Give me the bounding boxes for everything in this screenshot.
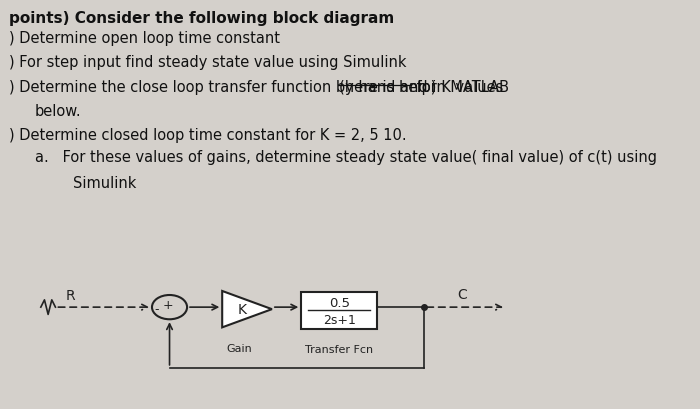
Text: ) For step input find steady state value using Simulink: ) For step input find steady state value… [8, 55, 406, 70]
Text: +: + [163, 299, 174, 311]
Text: Gain: Gain [227, 343, 253, 353]
Text: 0.5: 0.5 [329, 296, 350, 309]
Text: below.: below. [35, 103, 82, 119]
Text: for K values: for K values [412, 79, 504, 94]
Text: ) Determine closed loop time constant for K = 2, 5 10.: ) Determine closed loop time constant fo… [8, 128, 406, 143]
Text: -: - [155, 303, 159, 315]
Text: points) Consider the following block diagram: points) Consider the following block dia… [8, 11, 394, 26]
Text: Transfer Fcn: Transfer Fcn [305, 344, 373, 354]
Text: R: R [65, 289, 75, 303]
Text: ) Determine the close loop transfer function by hand and in MATLAB: ) Determine the close loop transfer func… [8, 79, 513, 94]
Text: C: C [457, 288, 467, 302]
Text: ) Determine open loop time constant: ) Determine open loop time constant [8, 31, 279, 46]
Text: a.   For these values of gains, determine steady state value( final value) of c(: a. For these values of gains, determine … [35, 150, 657, 165]
Text: Simulink: Simulink [73, 175, 136, 191]
FancyBboxPatch shape [301, 292, 377, 329]
Text: 2s+1: 2s+1 [323, 313, 356, 326]
Polygon shape [222, 291, 272, 328]
Text: K: K [237, 302, 246, 317]
Text: (here is help): (here is help) [340, 79, 437, 94]
